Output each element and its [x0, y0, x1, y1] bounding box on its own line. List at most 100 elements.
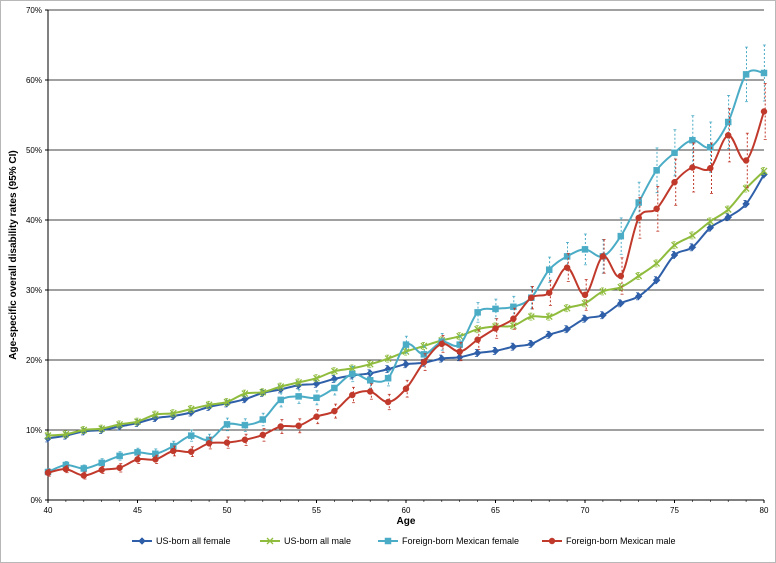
- data-point: [599, 287, 607, 295]
- data-point: [742, 71, 750, 78]
- data-point: [205, 440, 213, 447]
- series-foreign-born-mexican-female: [44, 44, 768, 476]
- x-tick-label: 45: [133, 506, 142, 515]
- data-point: [44, 469, 52, 476]
- data-point: [509, 342, 518, 351]
- data-point: [652, 276, 661, 285]
- legend-label: Foreign-born Mexican male: [566, 536, 676, 546]
- data-point: [331, 407, 338, 415]
- data-point: [223, 421, 231, 428]
- data-point: [134, 418, 141, 426]
- data-point: [259, 388, 267, 396]
- data-point: [635, 199, 642, 206]
- data-point: [581, 299, 589, 307]
- data-point: [277, 396, 284, 404]
- data-point: [599, 253, 607, 260]
- data-point: [98, 459, 105, 467]
- data-point: [98, 466, 105, 474]
- data-point: [438, 340, 446, 348]
- data-point: [223, 398, 231, 406]
- data-point: [420, 351, 428, 358]
- y-tick-label: 40%: [26, 216, 42, 225]
- data-point: [187, 432, 195, 439]
- data-point: [138, 537, 146, 545]
- data-point: [510, 315, 517, 322]
- data-point: [671, 241, 678, 249]
- legend-label: Foreign-born Mexican female: [402, 536, 519, 546]
- data-point: [706, 217, 714, 225]
- data-point: [742, 200, 750, 208]
- data-point: [528, 294, 535, 301]
- data-point: [671, 149, 678, 157]
- data-point: [527, 340, 536, 348]
- data-point: [151, 411, 159, 419]
- x-tick-label: 70: [581, 506, 590, 515]
- data-point: [266, 537, 274, 545]
- data-point: [205, 401, 213, 409]
- data-point: [491, 347, 500, 355]
- data-point: [548, 537, 556, 545]
- data-point: [616, 299, 625, 308]
- data-point: [724, 132, 732, 139]
- y-tick-label: 20%: [26, 356, 42, 365]
- data-point: [223, 439, 231, 446]
- data-point: [259, 416, 267, 423]
- legend-label: US-born all female: [156, 536, 231, 546]
- data-point: [706, 223, 715, 232]
- data-point: [170, 447, 177, 455]
- data-point: [724, 118, 732, 126]
- data-point: [169, 409, 177, 417]
- data-point: [742, 185, 750, 192]
- data-point: [116, 464, 123, 472]
- data-point: [330, 367, 338, 375]
- data-point: [313, 413, 320, 420]
- data-point: [617, 232, 625, 240]
- data-point: [635, 214, 642, 222]
- series-foreign-born-mexican-male: [44, 83, 768, 480]
- data-point: [473, 349, 482, 357]
- legend-item: Foreign-born Mexican male: [542, 536, 676, 546]
- data-point: [241, 421, 249, 429]
- data-point: [545, 289, 553, 297]
- data-point: [80, 472, 88, 479]
- data-point: [474, 325, 482, 333]
- data-point: [187, 448, 195, 455]
- x-tick-label: 80: [760, 506, 769, 515]
- data-point: [241, 390, 249, 398]
- data-point: [689, 136, 696, 144]
- data-point: [724, 213, 733, 222]
- data-point: [456, 348, 463, 355]
- data-point: [707, 143, 714, 151]
- data-point: [510, 303, 517, 311]
- data-point: [653, 205, 660, 213]
- data-point: [563, 304, 571, 312]
- data-point: [295, 378, 303, 386]
- data-point: [760, 108, 768, 115]
- data-point: [474, 309, 481, 316]
- y-tick-label: 60%: [26, 76, 42, 85]
- data-point: [384, 374, 392, 382]
- data-point: [384, 537, 392, 545]
- y-tick-label: 30%: [26, 286, 42, 295]
- legend-item: Foreign-born Mexican female: [378, 536, 519, 546]
- data-point: [259, 431, 267, 439]
- x-tick-label: 75: [670, 506, 679, 515]
- data-point: [724, 206, 732, 213]
- data-point: [707, 164, 714, 172]
- data-point: [62, 430, 70, 438]
- data-point: [617, 283, 625, 291]
- data-point: [563, 264, 571, 271]
- data-point: [80, 465, 88, 472]
- data-point: [688, 243, 697, 252]
- data-point: [241, 436, 249, 444]
- data-point: [62, 465, 70, 473]
- data-point: [492, 305, 499, 313]
- data-point: [581, 246, 589, 253]
- data-point: [527, 313, 535, 321]
- data-point: [152, 450, 159, 458]
- data-point: [134, 449, 141, 456]
- data-point: [402, 341, 410, 348]
- data-point: [366, 388, 374, 395]
